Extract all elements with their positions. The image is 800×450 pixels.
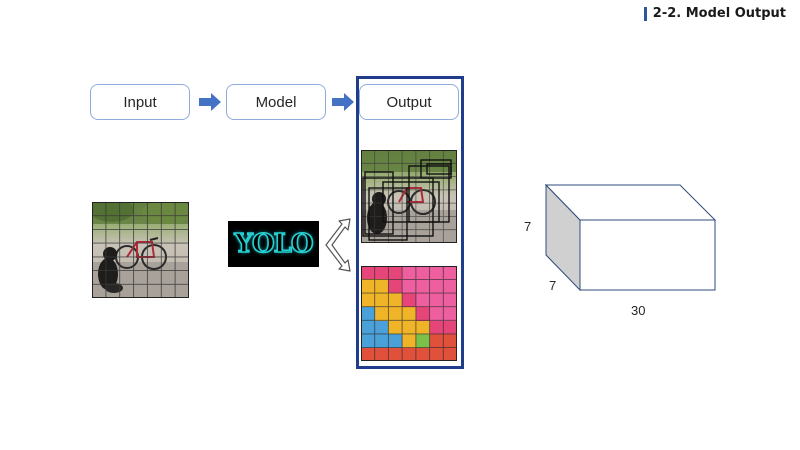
output-frame	[356, 76, 464, 369]
input-label: Input	[123, 93, 157, 111]
section-title: 2-2. Model Output	[652, 6, 786, 21]
detection-image	[361, 150, 457, 243]
output-label: Output	[386, 93, 432, 111]
class-probability-map	[361, 266, 457, 361]
output-tensor-cube	[544, 183, 717, 292]
output-box: Output	[359, 84, 459, 120]
header-accent-bar	[643, 6, 647, 21]
yolo-logo-text: YOLO	[234, 228, 315, 260]
yolo-logo: YOLO	[228, 221, 319, 267]
split-arrow-icon	[325, 218, 351, 272]
right-arrow-icon	[199, 93, 221, 111]
tensor-width-label: 30	[631, 303, 646, 318]
model-box: Model	[226, 84, 326, 120]
input-image	[92, 202, 189, 298]
model-label: Model	[255, 93, 297, 111]
tensor-height-label: 7	[524, 219, 532, 234]
tensor-depth-label: 7	[549, 278, 557, 293]
input-box: Input	[90, 84, 190, 120]
section-header: 2-2. Model Output	[643, 6, 786, 21]
right-arrow-icon	[332, 93, 354, 111]
